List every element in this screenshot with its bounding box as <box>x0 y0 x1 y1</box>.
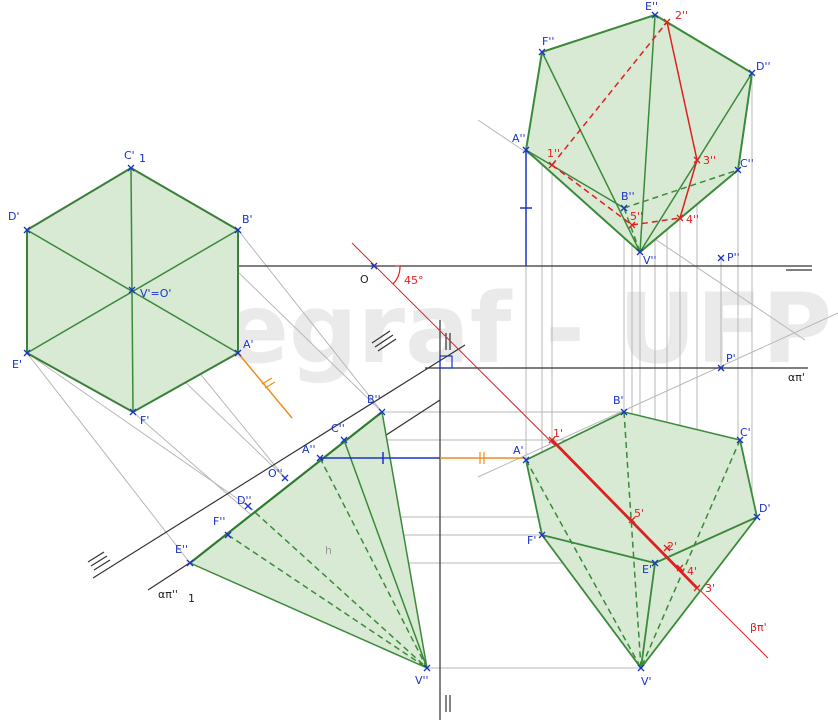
label-V1h: V' <box>641 675 652 688</box>
red-point-markers <box>548 18 701 592</box>
label-B1: B' <box>242 213 253 226</box>
label-beta-pi: βπ' <box>750 621 767 634</box>
horizontal-projection <box>525 411 758 669</box>
label-B1h: B' <box>613 394 624 407</box>
label-D1: D' <box>8 210 20 223</box>
label-C2-1: C'' <box>331 422 345 435</box>
label-C1h: C' <box>740 426 751 439</box>
label-4h: 4' <box>687 565 697 578</box>
label-2h: 2' <box>667 540 677 553</box>
label-P2: P'' <box>727 251 740 264</box>
label-E2-1: E'' <box>175 543 188 556</box>
label-4v: 4'' <box>686 213 699 226</box>
label-2v: 2'' <box>675 9 688 22</box>
label-A2-1: A'' <box>302 443 316 456</box>
label-3v: 3'' <box>703 154 716 167</box>
label-5v: 5'' <box>630 210 643 223</box>
label-D1h: D' <box>759 502 771 515</box>
label-5h: 5' <box>634 507 644 520</box>
label-h: h <box>325 544 332 557</box>
label-F2: F'' <box>542 35 554 48</box>
label-F2-1: F'' <box>213 515 225 528</box>
label-45deg: 45° <box>404 274 424 287</box>
angle-arc <box>392 265 401 285</box>
label-A2: A'' <box>512 132 526 145</box>
label-V2: V'' <box>643 254 657 267</box>
label-F1h: F' <box>527 534 536 547</box>
label-D2-1: D'' <box>237 494 252 507</box>
label-alpha-pi1: απ'' <box>158 588 178 601</box>
label-E2: E'' <box>645 0 658 13</box>
label-P1: P' <box>726 352 736 365</box>
point-markers <box>23 11 761 672</box>
label-B2: B'' <box>621 190 635 203</box>
label-alpha-pi2: απ' <box>788 371 805 384</box>
label-3h: 3' <box>705 582 715 595</box>
label-VO1: V'=O' <box>140 287 171 300</box>
label-D2: D'' <box>756 60 771 73</box>
label-alpha-pi1-sub: 1 <box>188 592 195 605</box>
label-C1: C' <box>124 149 135 162</box>
label-V2-1: V'' <box>415 674 429 687</box>
label-A1: A' <box>243 338 254 351</box>
label-E1: E' <box>12 358 22 371</box>
label-B2-1: B'' <box>367 393 381 406</box>
right-angle-marker <box>439 355 453 369</box>
measurement-lines <box>237 150 532 464</box>
label-A1h: A' <box>513 444 524 457</box>
label-1h: 1' <box>553 427 563 440</box>
label-O: O <box>360 273 369 286</box>
side-view-pyramid <box>189 411 428 669</box>
label-O2-1: O'' <box>268 467 283 480</box>
label-1v: 1'' <box>547 147 560 160</box>
label-C1-sub: 1 <box>139 152 146 165</box>
label-F1: F' <box>140 414 149 427</box>
label-E1h: E' <box>642 563 652 576</box>
label-C2: C'' <box>740 157 754 170</box>
